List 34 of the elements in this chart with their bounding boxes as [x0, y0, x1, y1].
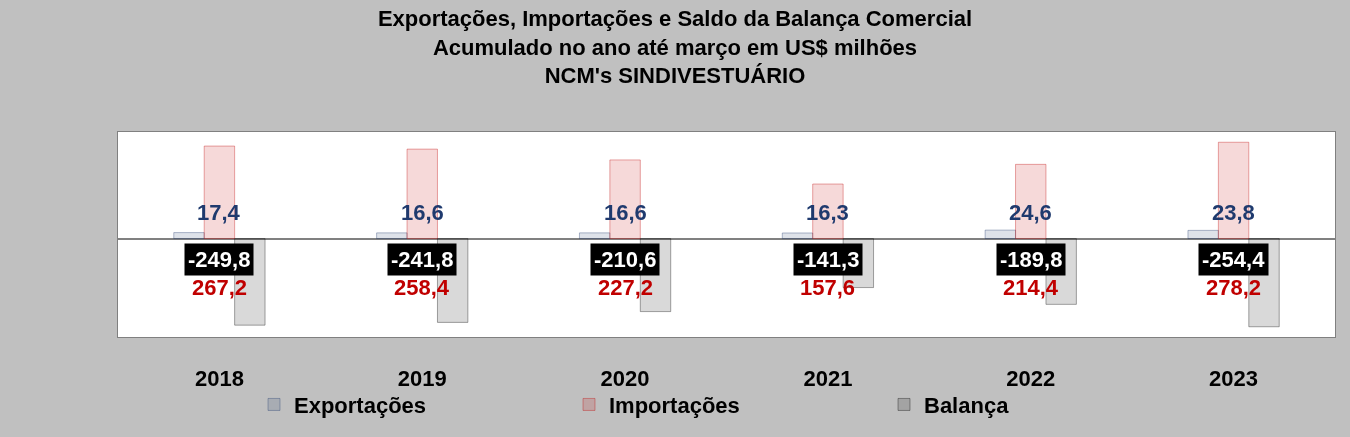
data-label: 16,6	[401, 200, 444, 225]
data-label: 227,2	[598, 275, 654, 300]
bar	[984, 229, 1017, 240]
data-label: 24,6	[1009, 200, 1052, 225]
data-label: 17,4	[197, 200, 241, 225]
data-label: 16,6	[604, 200, 647, 225]
x-tick-label: 2023	[1209, 366, 1259, 392]
bar	[578, 232, 611, 240]
legend-label: Importações	[609, 393, 740, 419]
bar	[376, 232, 408, 240]
data-label: -141,3	[797, 247, 860, 272]
bar	[781, 232, 814, 240]
data-label: -254,4	[1202, 247, 1266, 272]
data-label: 278,2	[1206, 275, 1262, 300]
data-label: 267,2	[192, 275, 248, 300]
data-label: 16,3	[806, 200, 849, 225]
data-label: 157,6	[800, 275, 856, 300]
data-label: 23,8	[1212, 200, 1255, 225]
x-tick-label: 2020	[600, 366, 650, 392]
legend-label: Balança	[924, 393, 1010, 419]
data-label: -210,6	[594, 247, 657, 272]
x-tick-label: 2018	[194, 366, 244, 392]
data-label: 214,4	[1003, 275, 1059, 300]
x-tick-label: 2021	[803, 366, 853, 392]
data-label: -189,8	[1000, 247, 1063, 272]
data-label: 258,4	[394, 275, 450, 300]
data-label: -241,8	[391, 247, 454, 272]
x-tick-label: 2019	[397, 366, 447, 392]
data-label: -249,8	[188, 247, 251, 272]
bar	[1187, 229, 1219, 240]
bar	[173, 232, 205, 240]
legend-label: Exportações	[294, 393, 427, 419]
chart-title: Exportações, Importações e Saldo da Balança Comercial Acumulado no ano até março em US$ milhões NCM's SINDIVESTUÁRIO	[377, 6, 973, 89]
x-tick-label: 2022	[1006, 366, 1056, 392]
